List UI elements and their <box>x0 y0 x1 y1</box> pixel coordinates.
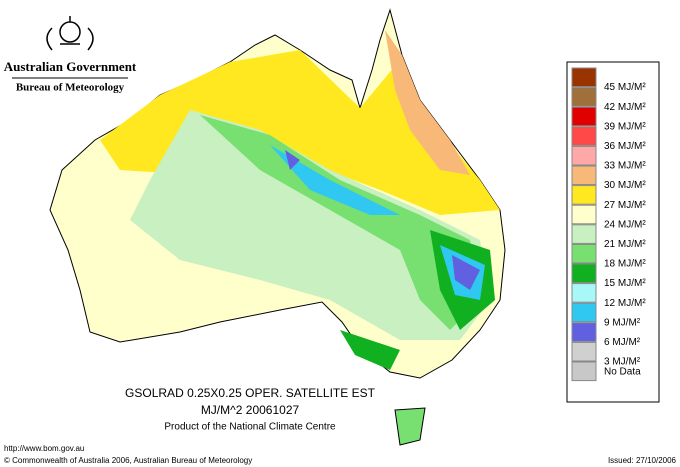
legend-label: No Data <box>604 366 641 377</box>
legend-label: 30 MJ/M² <box>604 180 646 191</box>
legend-swatch <box>571 126 597 146</box>
legend-label: 18 MJ/M² <box>604 259 646 270</box>
legend-label: 24 MJ/M² <box>604 219 646 230</box>
agency-name: Bureau of Meteorology <box>16 82 125 94</box>
legend-swatch <box>571 224 597 244</box>
legend-label: 33 MJ/M² <box>604 161 646 172</box>
issued-date: Issued: 27/10/2006 <box>608 456 677 465</box>
legend-swatch <box>571 322 597 342</box>
legend-label: 12 MJ/M² <box>604 298 646 309</box>
legend-swatch <box>571 302 597 323</box>
caption-line: Product of the National Climate Centre <box>164 422 336 433</box>
legend-swatch <box>571 341 597 362</box>
legend-label: 45 MJ/M² <box>604 82 646 93</box>
legend-swatch <box>571 165 597 186</box>
legend: 45 MJ/M² 42 MJ/M² 39 MJ/M² 36 MJ/M² 33 MJ/M²… <box>571 67 646 382</box>
legend-label: 42 MJ/M² <box>604 102 646 113</box>
source-url: http://www.bom.gov.au <box>4 444 84 453</box>
coat-of-arms <box>46 16 94 51</box>
legend-swatch <box>571 263 597 284</box>
legend-swatch <box>571 283 597 303</box>
legend-label: 3 MJ/M² <box>604 357 641 368</box>
legend-swatch <box>571 106 597 127</box>
legend-swatch <box>571 185 597 205</box>
legend-swatch <box>571 243 597 264</box>
caption-line: GSOLRAD 0.25X0.25 OPER. SATELLITE EST <box>125 386 376 400</box>
government-name: Australian Government <box>4 59 137 74</box>
legend-label: 36 MJ/M² <box>604 141 646 152</box>
legend-label: 27 MJ/M² <box>604 200 646 211</box>
legend-swatch <box>571 204 597 225</box>
caption-line: MJ/M^2 20061027 <box>201 403 300 417</box>
legend-label: 21 MJ/M² <box>604 239 646 250</box>
legend-swatch <box>571 67 597 88</box>
copyright: © Commonwealth of Australia 2006, Austra… <box>4 456 252 465</box>
legend-label: 15 MJ/M² <box>604 278 646 289</box>
legend-swatch <box>571 145 597 166</box>
legend-swatch <box>571 361 597 382</box>
legend-label: 39 MJ/M² <box>604 121 646 132</box>
australia-map <box>49 8 506 446</box>
legend-swatch <box>571 87 597 107</box>
legend-label: 6 MJ/M² <box>604 337 641 348</box>
legend-label: 9 MJ/M² <box>604 317 641 328</box>
